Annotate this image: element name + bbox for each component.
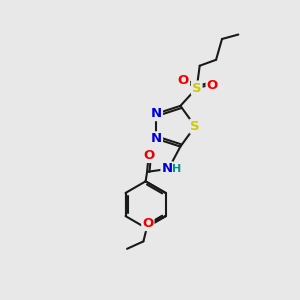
Text: O: O <box>143 149 154 162</box>
Text: H: H <box>172 164 182 174</box>
Text: O: O <box>142 217 154 230</box>
Text: S: S <box>192 82 202 94</box>
Text: N: N <box>151 107 162 120</box>
Text: N: N <box>151 132 162 145</box>
Text: O: O <box>207 79 218 92</box>
Text: N: N <box>161 162 172 176</box>
Text: O: O <box>178 74 189 87</box>
Text: S: S <box>190 120 200 133</box>
